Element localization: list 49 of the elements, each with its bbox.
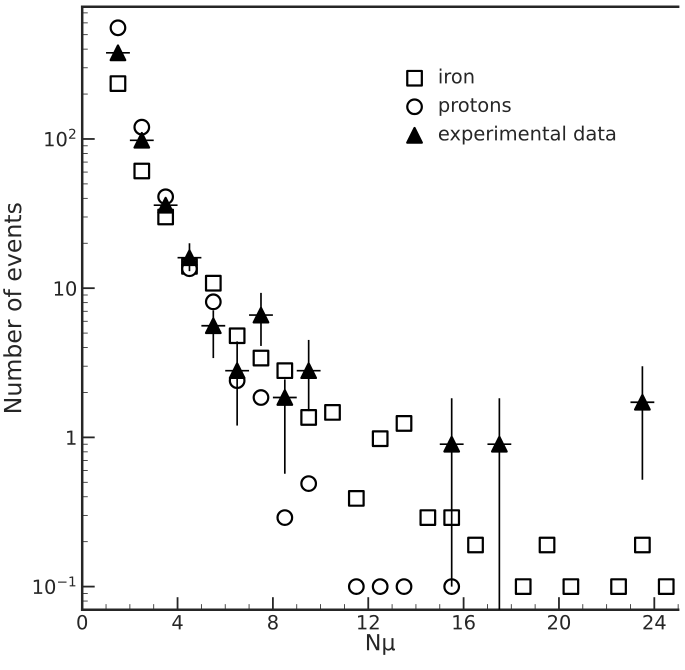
point — [204, 274, 222, 292]
point — [133, 162, 150, 180]
point — [133, 132, 150, 149]
point — [276, 362, 294, 380]
point — [634, 536, 651, 554]
y-tick-label: 1 — [67, 430, 76, 445]
point — [204, 293, 222, 310]
point — [228, 327, 246, 344]
x-tick-label: 8 — [268, 614, 278, 630]
x-axis-title: Nμ — [366, 634, 396, 655]
point — [348, 578, 365, 595]
point — [396, 415, 412, 432]
y-tick-label: 10$^{2}$ — [45, 128, 76, 146]
point — [110, 44, 126, 62]
point — [300, 475, 318, 492]
point — [538, 536, 556, 554]
point — [110, 19, 126, 36]
point — [157, 196, 174, 214]
point — [276, 509, 294, 526]
point — [419, 509, 436, 526]
x-tick-label: 0 — [77, 614, 88, 630]
point — [110, 75, 126, 92]
point — [348, 490, 365, 507]
legend-label: experimental data — [438, 126, 616, 144]
point — [443, 509, 460, 526]
point — [443, 578, 460, 595]
point — [133, 118, 150, 136]
point — [324, 404, 341, 421]
point — [252, 350, 270, 366]
point — [372, 578, 389, 595]
legend-label: iron — [440, 68, 474, 84]
y-tick-label: 10 — [54, 281, 76, 296]
legend-label: protons — [440, 98, 511, 116]
point — [396, 578, 412, 595]
point — [372, 430, 389, 448]
x-tick-label: 4 — [172, 615, 183, 630]
y-tick-label: 10$^{−1}$ — [34, 576, 76, 594]
x-tick-label: 12 — [358, 614, 379, 630]
point — [610, 578, 627, 595]
point — [467, 536, 484, 554]
point — [562, 578, 580, 595]
x-tick-label: 16 — [453, 614, 475, 630]
x-tick-label: 20 — [548, 614, 570, 630]
point — [252, 389, 270, 406]
y-axis-title: Number of events — [3, 203, 22, 412]
point — [514, 578, 532, 595]
x-tick-label: 24 — [643, 614, 666, 630]
point — [300, 409, 318, 426]
point — [658, 578, 675, 595]
